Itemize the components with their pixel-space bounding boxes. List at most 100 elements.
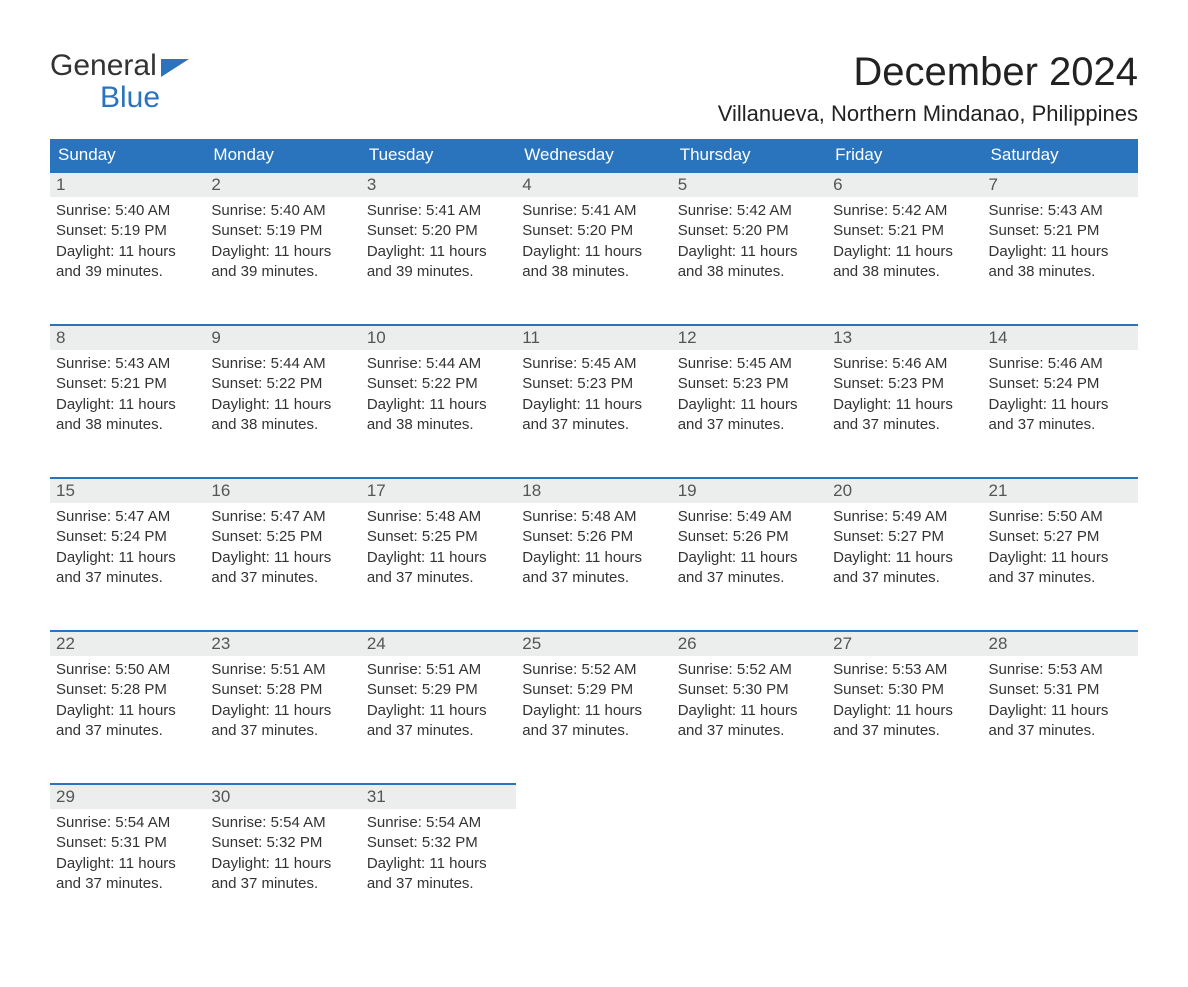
sunrise-line: Sunrise: 5:41 AM [367,201,510,221]
day-number-cell: 20 [827,478,982,503]
day-number-cell: 23 [205,631,360,656]
day-data-cell: Sunrise: 5:48 AMSunset: 5:25 PMDaylight:… [361,503,516,631]
day-number-cell: 10 [361,325,516,350]
daylight-line: Daylight: 11 hours and 37 minutes. [678,701,821,742]
day-number-cell: 12 [672,325,827,350]
day-data-row: Sunrise: 5:40 AMSunset: 5:19 PM Daylight:… [50,197,1138,325]
sunrise-line: Sunrise: 5:45 AM [678,354,821,374]
day-number-row: 1234567 [50,172,1138,197]
daylight-line: Daylight: 11 hours and 37 minutes. [989,548,1132,589]
sunset-line: Sunset: 5:27 PM [989,527,1132,547]
day-data-cell: Sunrise: 5:49 AMSunset: 5:26 PMDaylight:… [672,503,827,631]
sunrise-line: Sunrise: 5:44 AM [211,354,354,374]
daylight-line: Daylight: 11 hours and 37 minutes. [56,548,199,589]
day-number-cell [827,784,982,809]
day-number-cell: 3 [361,172,516,197]
sunrise-line: Sunrise: 5:54 AM [211,813,354,833]
day-data-cell: Sunrise: 5:52 AMSunset: 5:29 PMDaylight:… [516,656,671,784]
sunrise-line: Sunrise: 5:49 AM [833,507,976,527]
sunset-line: Sunset: 5:27 PM [833,527,976,547]
sunset-line: Sunset: 5:21 PM [56,374,199,394]
day-data-cell: Sunrise: 5:44 AMSunset: 5:22 PMDaylight:… [205,350,360,478]
daylight-line: Daylight: 11 hours and 37 minutes. [989,395,1132,436]
daylight-line: Daylight: 11 hours and 37 minutes. [522,395,665,436]
day-data-cell: Sunrise: 5:46 AMSunset: 5:23 PMDaylight:… [827,350,982,478]
sunrise-line: Sunrise: 5:52 AM [678,660,821,680]
day-number-cell: 28 [983,631,1138,656]
calendar-body: 1234567 Sunrise: 5:40 AMSunset: 5:19 PM Da… [50,172,1138,937]
sunset-line: Sunset: 5:31 PM [989,680,1132,700]
day-data-cell: Sunrise: 5:52 AMSunset: 5:30 PMDaylight:… [672,656,827,784]
sunrise-line: Sunrise: 5:43 AM [989,201,1132,221]
daylight-line: Daylight: 11 hours and 38 minutes. [522,242,665,283]
day-number-row: 15161718192021 [50,478,1138,503]
day-number-cell: 16 [205,478,360,503]
daylight-line: Daylight: 11 hours and 37 minutes. [367,854,510,895]
day-data-cell: Sunrise: 5:45 AMSunset: 5:23 PMDaylight:… [516,350,671,478]
sunrise-line: Sunrise: 5:50 AM [56,660,199,680]
daylight-line: Daylight: 11 hours and 38 minutes. [56,395,199,436]
sunset-line: Sunset: 5:23 PM [678,374,821,394]
day-data-cell: Sunrise: 5:46 AMSunset: 5:24 PMDaylight:… [983,350,1138,478]
sunrise-line: Sunrise: 5:54 AM [367,813,510,833]
sunrise-line: Sunrise: 5:47 AM [56,507,199,527]
sunrise-line: Sunrise: 5:42 AM [678,201,821,221]
sunrise-line: Sunrise: 5:54 AM [56,813,199,833]
daylight-line: Daylight: 11 hours and 37 minutes. [522,701,665,742]
day-data-cell: Sunrise: 5:42 AMSunset: 5:20 PMDaylight:… [672,197,827,325]
sunrise-line: Sunrise: 5:49 AM [678,507,821,527]
weekday-header-row: Sunday Monday Tuesday Wednesday Thursday… [50,139,1138,172]
daylight-line: Daylight: 11 hours and 38 minutes. [989,242,1132,283]
day-number-cell: 21 [983,478,1138,503]
sunrise-line: Sunrise: 5:43 AM [56,354,199,374]
daylight-line: Daylight: 11 hours and 39 minutes. [211,242,354,283]
sunrise-line: Sunrise: 5:48 AM [522,507,665,527]
day-number-cell: 18 [516,478,671,503]
weekday-header: Sunday [50,139,205,172]
sunset-line: Sunset: 5:23 PM [833,374,976,394]
sunset-line: Sunset: 5:21 PM [833,221,976,241]
daylight-line: Daylight: 11 hours and 38 minutes. [833,242,976,283]
day-number-cell: 25 [516,631,671,656]
day-number-cell: 19 [672,478,827,503]
sunset-line: Sunset: 5:29 PM [367,680,510,700]
daylight-line: Daylight: 11 hours and 37 minutes. [522,548,665,589]
day-data-cell: Sunrise: 5:49 AMSunset: 5:27 PMDaylight:… [827,503,982,631]
sunset-line: Sunset: 5:30 PM [833,680,976,700]
day-number-cell: 5 [672,172,827,197]
daylight-line: Daylight: 11 hours and 37 minutes. [56,854,199,895]
sunset-line: Sunset: 5:26 PM [522,527,665,547]
day-data-cell: Sunrise: 5:45 AMSunset: 5:23 PMDaylight:… [672,350,827,478]
sunrise-line: Sunrise: 5:40 AM [56,201,199,221]
sunrise-line: Sunrise: 5:42 AM [833,201,976,221]
day-number-cell: 31 [361,784,516,809]
sunset-line: Sunset: 5:23 PM [522,374,665,394]
day-number-cell: 26 [672,631,827,656]
sunrise-line: Sunrise: 5:53 AM [989,660,1132,680]
weekday-header: Saturday [983,139,1138,172]
weekday-header: Wednesday [516,139,671,172]
daylight-line: Daylight: 11 hours and 37 minutes. [678,395,821,436]
daylight-line: Daylight: 11 hours and 37 minutes. [211,701,354,742]
logo-triangle-icon [161,59,189,77]
day-number-row: 22232425262728 [50,631,1138,656]
daylight-line: Daylight: 11 hours and 38 minutes. [367,395,510,436]
day-number-row: 891011121314 [50,325,1138,350]
sunset-line: Sunset: 5:22 PM [367,374,510,394]
sunset-line: Sunset: 5:19 PM [56,221,199,241]
month-title: December 2024 [718,50,1138,95]
day-number-cell: 7 [983,172,1138,197]
sunset-line: Sunset: 5:20 PM [367,221,510,241]
day-number-cell: 24 [361,631,516,656]
day-data-row: Sunrise: 5:47 AMSunset: 5:24 PMDaylight:… [50,503,1138,631]
weekday-header: Monday [205,139,360,172]
day-data-cell: Sunrise: 5:41 AMSunset: 5:20 PMDaylight:… [516,197,671,325]
sunset-line: Sunset: 5:22 PM [211,374,354,394]
sunset-line: Sunset: 5:20 PM [522,221,665,241]
daylight-line: Daylight: 11 hours and 38 minutes. [678,242,821,283]
day-data-cell: Sunrise: 5:47 AMSunset: 5:24 PMDaylight:… [50,503,205,631]
day-data-cell: Sunrise: 5:53 AMSunset: 5:31 PMDaylight:… [983,656,1138,784]
sunset-line: Sunset: 5:29 PM [522,680,665,700]
sunrise-line: Sunrise: 5:53 AM [833,660,976,680]
day-data-row: Sunrise: 5:43 AMSunset: 5:21 PMDaylight:… [50,350,1138,478]
